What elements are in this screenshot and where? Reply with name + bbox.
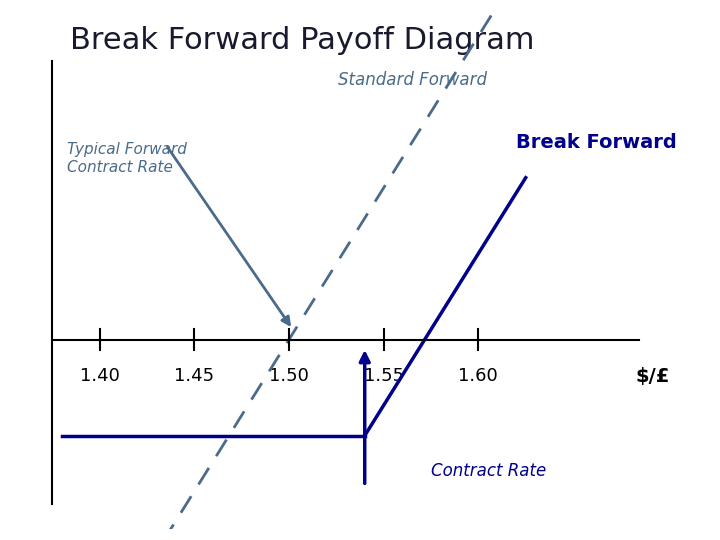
Text: Contract Rate: Contract Rate bbox=[431, 462, 546, 480]
Text: 1.50: 1.50 bbox=[269, 367, 309, 386]
Text: Break Forward Payoff Diagram: Break Forward Payoff Diagram bbox=[70, 26, 534, 56]
Text: Typical Forward
Contract Rate: Typical Forward Contract Rate bbox=[68, 141, 187, 175]
Text: 1.45: 1.45 bbox=[174, 367, 215, 386]
Text: 1.60: 1.60 bbox=[459, 367, 498, 386]
Text: $/£: $/£ bbox=[636, 367, 670, 386]
Text: 1.55: 1.55 bbox=[364, 367, 404, 386]
Text: Break Forward: Break Forward bbox=[516, 133, 677, 152]
Text: Standard Forward: Standard Forward bbox=[338, 71, 487, 89]
Text: 1.40: 1.40 bbox=[80, 367, 120, 386]
